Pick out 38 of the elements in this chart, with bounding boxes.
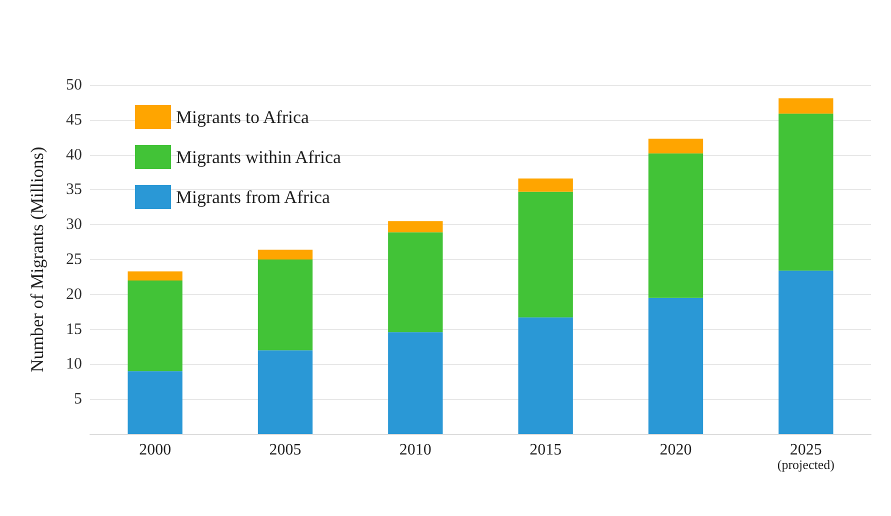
y-tick-label: 15 [66, 320, 82, 338]
y-tick-label: 45 [66, 111, 82, 128]
legend-label: Migrants within Africa [176, 147, 341, 167]
bar [778, 114, 834, 271]
bar [648, 138, 704, 154]
bar [258, 250, 313, 260]
bar [518, 178, 573, 192]
x-tick-label: 2005 [269, 442, 302, 458]
bar [128, 371, 182, 434]
y-axis-title: Number of Migrants (Millions) [27, 146, 47, 372]
y-tick-label: 10 [66, 356, 82, 373]
bar [778, 270, 834, 434]
bar [518, 192, 573, 318]
x-tick-label: 2020 [660, 442, 692, 458]
y-tick-label: 25 [66, 251, 82, 268]
bar [388, 221, 443, 232]
x-tick-label: 2015 [530, 442, 562, 458]
bar [518, 317, 573, 434]
x-tick-label: 2025 (projected) [777, 442, 834, 472]
bar [258, 350, 313, 434]
x-tick-label: 2000 [139, 442, 172, 458]
y-tick-label: 20 [66, 286, 82, 303]
bar [648, 298, 704, 434]
y-tick-label: 5 [74, 390, 82, 408]
legend-label: Migrants from Africa [176, 187, 330, 207]
x-tick-label: 2010 [399, 442, 432, 458]
y-tick-label: 40 [66, 146, 82, 164]
bar [128, 271, 182, 280]
bar [648, 153, 704, 298]
y-tick-label: 30 [66, 216, 82, 234]
bar [388, 232, 443, 332]
y-tick-label: 50 [66, 76, 82, 94]
bar [128, 280, 182, 372]
y-tick-label: 35 [66, 181, 82, 198]
legend-label: Migrants to Africa [176, 107, 309, 127]
bar [388, 332, 443, 434]
bar [778, 98, 834, 114]
bar [258, 260, 313, 350]
